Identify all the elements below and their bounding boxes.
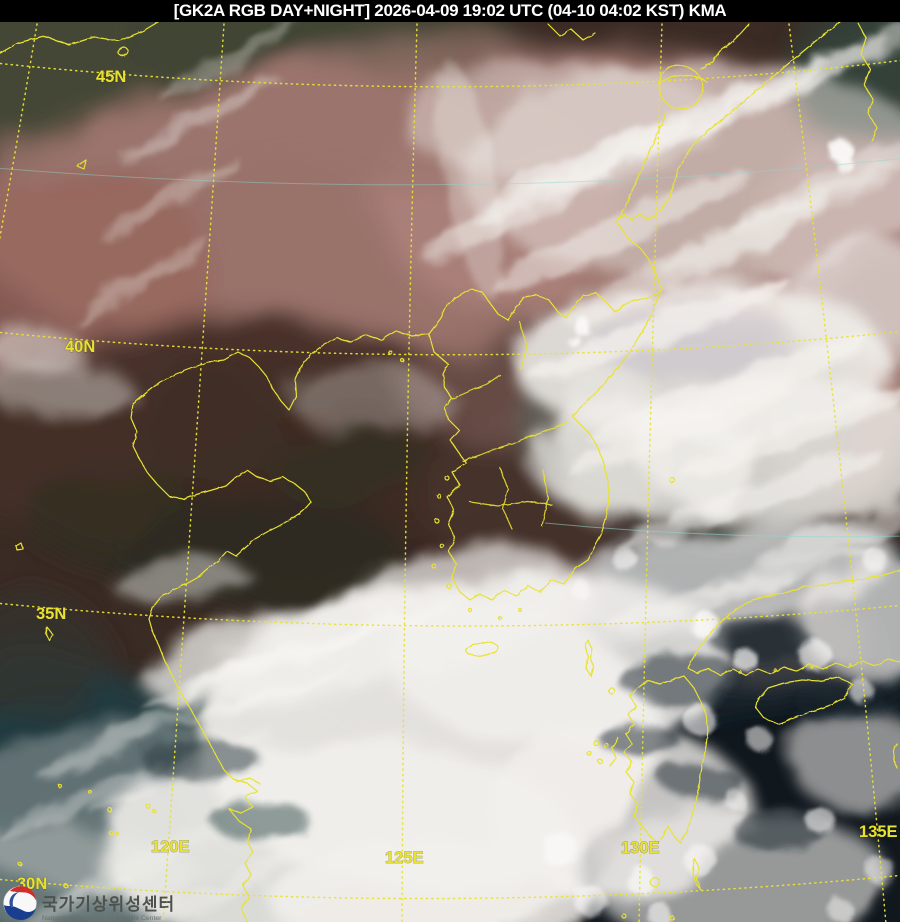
gridline-130e (638, 23, 663, 922)
gridline-35n (0, 602, 900, 627)
gridline-30n (0, 874, 900, 900)
borders-northwest (0, 21, 159, 642)
coastline-japan (584, 569, 900, 921)
logo-red-swoosh (10, 886, 37, 901)
title-bar: [GK2A RGB DAY+NIGHT] 2026-04-09 19:02 UT… (0, 0, 900, 22)
cloud-cells (542, 138, 894, 922)
graticule (0, 23, 900, 922)
gridline-125e (401, 23, 418, 922)
logo-blue-swoosh (4, 905, 36, 920)
coastline-korea (428, 288, 663, 601)
coastline-china (130, 330, 430, 922)
grid-labels: 45N 40N 35N 30N 120E 125E 130E 135E (17, 68, 898, 894)
label-135e: 135E (859, 823, 898, 841)
river-yangtze (235, 777, 261, 785)
logo-blue-tail (9, 892, 19, 906)
image-title: [GK2A RGB DAY+NIGHT] 2026-04-09 19:02 UT… (173, 1, 727, 20)
coastline-russia (547, 17, 878, 290)
gridline-120e (162, 23, 225, 922)
nmsc-korean-name: 국가기상위성센터 (42, 895, 175, 914)
borders-korea-internal (451, 320, 569, 530)
nmsc-english-name: National Meteorological Satellite Center (42, 915, 162, 922)
label-120e: 120E (151, 838, 190, 856)
islands-korea (387, 349, 676, 657)
terminator-lines (0, 158, 900, 538)
islands-china (17, 783, 157, 889)
label-45n: 45N (96, 68, 126, 86)
label-130e: 130E (621, 839, 660, 857)
gridline-135e (788, 23, 887, 922)
nmsc-logo: 국가기상위성센터 National Meteorological Satelli… (3, 886, 175, 922)
gridline-40n (0, 330, 900, 356)
label-35n: 35N (36, 605, 66, 623)
label-40n: 40N (65, 338, 95, 356)
label-125e: 125E (385, 849, 424, 867)
coastlines (0, 17, 900, 922)
